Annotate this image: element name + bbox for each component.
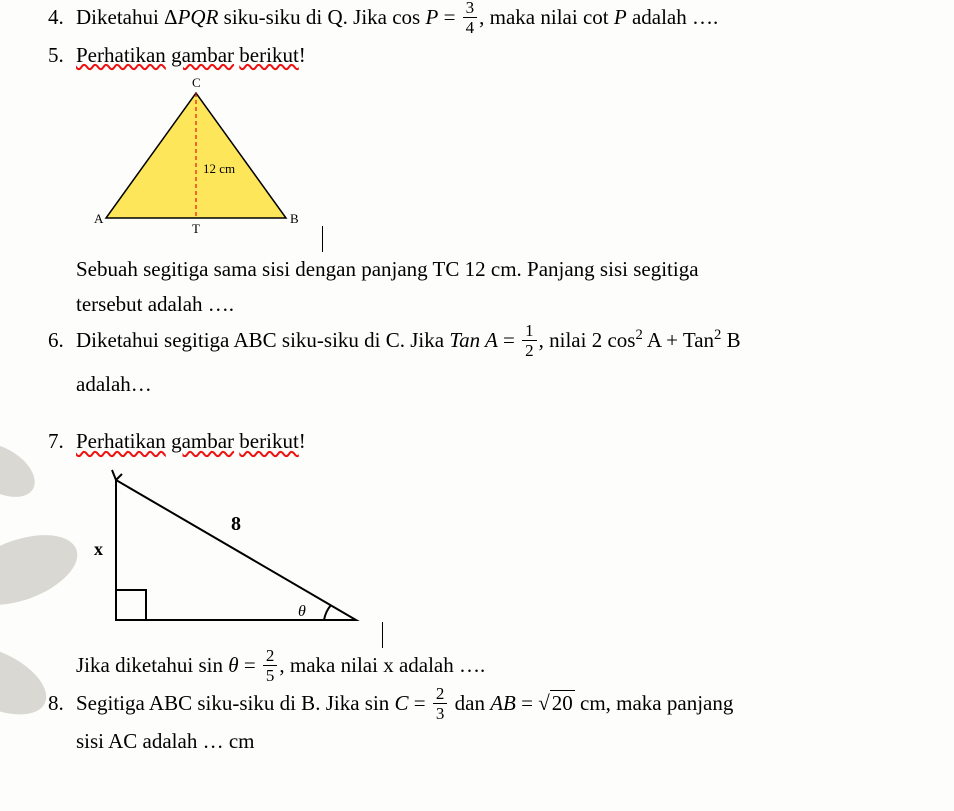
q7-theta: θ (228, 653, 238, 677)
q4-P1: P (425, 5, 438, 29)
q7-bang: ! (299, 429, 306, 453)
q7-w2: gambar (171, 429, 234, 453)
right-triangle-shape (116, 480, 356, 620)
q5-para-line2: tersebut adalah …. (76, 287, 906, 323)
q8-root-val: 20 (550, 690, 575, 715)
q8-eq2: = (516, 691, 538, 715)
q6-eq: = (498, 328, 520, 352)
q4-text-c: , maka nilai cot (479, 5, 614, 29)
q4-tail: adalah …. (627, 5, 719, 29)
apex-notch (112, 470, 122, 480)
q7-figure: 8 x θ (76, 460, 906, 648)
q6-number: 6. (48, 323, 76, 359)
q5-body: Perhatikan gambar berikut! (76, 38, 906, 74)
q8-frac-den: 3 (433, 703, 448, 722)
q8-body: Segitiga ABC siku-siku di B. Jika sin C … (76, 686, 906, 759)
q6-line2: adalah… (76, 367, 906, 403)
q4-fraction: 34 (463, 0, 478, 36)
q8-t3: cm, maka panjang (575, 691, 734, 715)
q6-body: Diketahui segitiga ABC siku-siku di C. J… (76, 323, 906, 402)
q4-text-a: Diketahui Δ (76, 5, 178, 29)
q5-para-line1: Sebuah segitiga sama sisi dengan panjang… (76, 252, 906, 288)
q5-number: 5. (48, 38, 76, 74)
question-5: 5. Perhatikan gambar berikut! (48, 38, 906, 74)
question-6: 6. Diketahui segitiga ABC siku-siku di C… (48, 323, 906, 402)
q8-number: 8. (48, 686, 76, 722)
q4-text-b: siku-siku di Q. Jika cos (218, 5, 425, 29)
triangle-equilateral-svg: 12 cm C A B T (76, 73, 316, 243)
label-B: B (290, 211, 299, 226)
q6-t3: A + Tan (643, 328, 714, 352)
text-cursor-2 (382, 622, 383, 648)
q6-t1: Diketahui segitiga ABC siku-siku di C. J… (76, 328, 449, 352)
q8-t1: Segitiga ABC siku-siku di B. Jika sin (76, 691, 395, 715)
q8-C: C (395, 691, 409, 715)
theta-arc (324, 605, 331, 620)
q7-frac-den: 5 (263, 665, 278, 684)
right-angle-marker (116, 590, 146, 620)
q8-root: √20 (538, 690, 575, 715)
q7-frac-num: 2 (263, 647, 278, 665)
q8-eq: = (409, 691, 431, 715)
q4-frac-num: 3 (463, 0, 478, 17)
q6-tanA: Tan A (449, 328, 497, 352)
label-8: 8 (231, 513, 241, 535)
q7-w1: Perhatikan (76, 429, 166, 453)
q6-frac-num: 1 (522, 322, 537, 340)
q7-l1b: , maka nilai x adalah …. (279, 653, 485, 677)
q5-w1: Perhatikan (76, 43, 166, 67)
q6-t4: B (721, 328, 740, 352)
text-cursor (322, 226, 323, 252)
q5-figure: 12 cm C A B T (76, 73, 906, 251)
q5-paragraph: Sebuah segitiga sama sisi dengan panjang… (76, 252, 906, 323)
label-C: C (192, 75, 201, 90)
q7-body: Perhatikan gambar berikut! (76, 424, 906, 460)
label-A: A (94, 211, 104, 226)
label-12cm: 12 cm (203, 161, 235, 176)
label-theta: θ (298, 603, 306, 620)
q5-w3: berikut (239, 43, 298, 67)
q4-number: 4. (48, 0, 76, 36)
q6-t2: , nilai 2 cos (539, 328, 636, 352)
q4-frac-den: 4 (463, 17, 478, 36)
question-7: 7. Perhatikan gambar berikut! (48, 424, 906, 460)
right-triangle-svg: 8 x θ (76, 460, 376, 640)
q8-t2: dan (449, 691, 490, 715)
q6-fraction: 12 (522, 322, 537, 359)
question-8: 8. Segitiga ABC siku-siku di B. Jika sin… (48, 686, 906, 759)
q6-frac-den: 2 (522, 340, 537, 359)
label-x: x (94, 539, 103, 559)
q8-line2: sisi AC adalah … cm (76, 724, 906, 760)
q7-eq: = (239, 653, 261, 677)
q4-pqr: PQR (178, 5, 219, 29)
q5-w2: gambar (171, 43, 234, 67)
question-4: 4. Diketahui ΔPQR siku-siku di Q. Jika c… (48, 0, 906, 38)
q6-sup1: 2 (635, 327, 642, 343)
q7-fraction: 25 (263, 647, 278, 684)
label-T: T (192, 221, 200, 236)
q7-number: 7. (48, 424, 76, 460)
q8-fraction: 23 (433, 685, 448, 722)
q5-bang: ! (299, 43, 306, 67)
q8-AB: AB (490, 691, 516, 715)
q4-eq: = (438, 5, 460, 29)
q4-body: Diketahui ΔPQR siku-siku di Q. Jika cos … (76, 0, 906, 38)
q8-frac-num: 2 (433, 685, 448, 703)
q7-w3: berikut (239, 429, 298, 453)
q7-line: Jika diketahui sin θ = 25, maka nilai x … (76, 648, 906, 686)
q7-l1a: Jika diketahui sin (76, 653, 228, 677)
q4-P2: P (614, 5, 627, 29)
